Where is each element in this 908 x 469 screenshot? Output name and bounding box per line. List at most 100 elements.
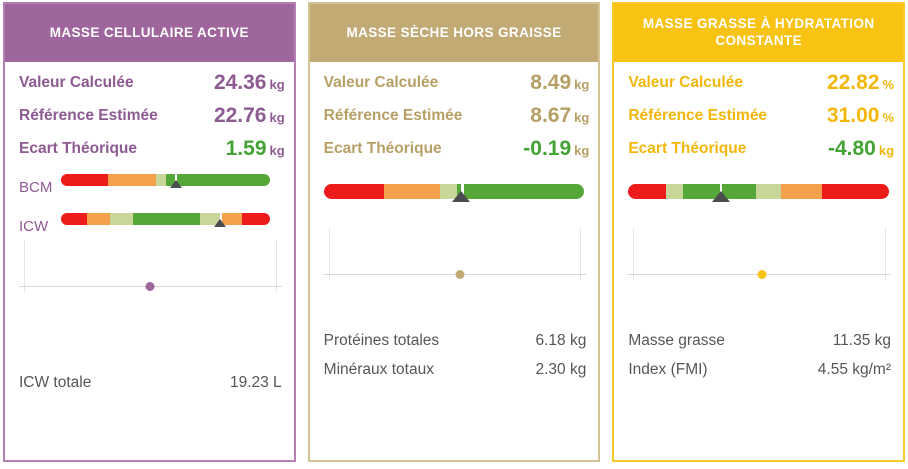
- stat-value: 22.76 kg: [214, 104, 285, 128]
- slider-end-tick: [885, 228, 887, 280]
- stat-number: 24.36: [213, 70, 267, 94]
- stat-label: Valeur Calculée: [628, 73, 743, 91]
- card-masse-grasse-hydratation-constante: MASSE GRASSE À HYDRATATION CONSTANTE Val…: [612, 2, 906, 462]
- stat-value: -0.19 kg: [523, 137, 589, 161]
- gauge-label-icw: ICW: [19, 217, 49, 235]
- slider-end-tick: [275, 240, 277, 292]
- stat-number: 31.00: [826, 103, 880, 127]
- card-title: MASSE CELLULAIRE ACTIVE: [5, 4, 294, 62]
- gauge-bcm: [61, 174, 270, 200]
- card-title: MASSE GRASSE À HYDRATATION CONSTANTE: [614, 4, 904, 62]
- stat-row-valeur-calculee: Valeur Calculée 8.49 kg: [310, 66, 599, 99]
- stat-label: Valeur Calculée: [19, 73, 134, 91]
- gauge-pointer-icon: [452, 191, 471, 202]
- stat-unit: %: [882, 109, 895, 125]
- bottom-rows: Masse grasse 11.35 kg Index (FMI) 4.55 k…: [614, 326, 903, 384]
- range-slider[interactable]: [19, 240, 282, 292]
- stat-value: -4.80 kg: [828, 137, 894, 161]
- slider-end-tick: [24, 240, 25, 292]
- gauge-bar: [628, 184, 889, 199]
- bottom-label: Index (FMI): [628, 360, 708, 378]
- gauges-block: [310, 184, 599, 210]
- bottom-rows: ICW totale 19.23 L: [5, 368, 294, 397]
- slider-end-tick: [328, 228, 330, 280]
- stat-number: 22.76: [213, 103, 267, 127]
- stat-unit: kg: [878, 142, 895, 158]
- stat-row-ecart-theorique: Ecart Théorique -4.80 kg: [614, 132, 903, 165]
- stat-unit: kg: [574, 142, 590, 158]
- slider-handle[interactable]: [145, 282, 155, 291]
- range-slider[interactable]: [323, 228, 587, 280]
- bottom-value: 11.35 kg: [832, 331, 892, 349]
- bottom-row-masse-grasse: Masse grasse 11.35 kg: [614, 326, 903, 355]
- stat-row-reference-estimee: Référence Estimée 8.67 kg: [310, 99, 599, 132]
- stat-value: 8.49 kg: [530, 71, 589, 95]
- stats-block: Valeur Calculée 24.36 kg Référence Estimé…: [5, 66, 294, 165]
- gauge-masse-seche: [323, 184, 585, 210]
- gauge-pointer-icon: [213, 219, 226, 227]
- bottom-row-proteines-totales: Protéines totales 6.18 kg: [310, 326, 599, 355]
- card-masse-seche-hors-graisse: MASSE SÈCHE HORS GRAISSE Valeur Calculée…: [307, 2, 601, 462]
- bottom-label: ICW totale: [19, 373, 92, 391]
- stat-label: Valeur Calculée: [323, 73, 439, 91]
- stat-unit: kg: [269, 76, 285, 92]
- bottom-row-mineraux-totaux: Minéraux totaux 2.30 kg: [310, 355, 599, 384]
- bottom-value: 2.30 kg: [535, 360, 587, 378]
- stat-row-valeur-calculee: Valeur Calculée 22.82%: [614, 66, 903, 99]
- gauge-pointer-icon: [169, 180, 182, 188]
- bottom-rows: Protéines totales 6.18 kg Minéraux totau…: [310, 326, 599, 384]
- range-slider[interactable]: [628, 228, 892, 280]
- stat-number: 22.82: [826, 70, 880, 94]
- stat-unit: kg: [574, 76, 590, 92]
- slider-handle[interactable]: [757, 270, 767, 279]
- bottom-value: 6.18 kg: [535, 331, 587, 349]
- gauge-bar: [61, 213, 270, 225]
- stat-number: -4.80: [827, 136, 876, 160]
- stat-unit: kg: [269, 142, 285, 158]
- stat-row-ecart-theorique: Ecart Théorique 1.59 kg: [5, 132, 294, 165]
- stat-number: 8.67: [530, 103, 572, 127]
- stat-row-reference-estimee: Référence Estimée 31.00%: [614, 99, 903, 132]
- bottom-value: 19.23 L: [229, 373, 282, 391]
- bottom-value: 4.55 kg/m²: [817, 360, 892, 378]
- stat-number: 8.49: [530, 70, 572, 94]
- stat-unit: kg: [269, 109, 285, 125]
- stat-value: 1.59 kg: [226, 137, 285, 161]
- stat-value: 31.00%: [827, 104, 894, 128]
- stat-row-ecart-theorique: Ecart Théorique -0.19 kg: [310, 132, 599, 165]
- bottom-label: Minéraux totaux: [323, 360, 434, 378]
- gauge-bar: [61, 174, 270, 186]
- stat-label: Ecart Théorique: [628, 139, 747, 157]
- gauge-row: [310, 184, 599, 210]
- stat-label: Référence Estimée: [323, 106, 463, 124]
- gauge-row-bcm: BCM: [5, 174, 294, 200]
- gauge-masse-grasse: [628, 184, 889, 210]
- gauge-bar: [323, 184, 585, 199]
- stat-label: Ecart Théorique: [323, 139, 442, 157]
- stats-block: Valeur Calculée 8.49 kg Référence Estimée…: [310, 66, 599, 165]
- bottom-row-icw-totale: ICW totale 19.23 L: [5, 368, 294, 397]
- bottom-label: Protéines totales: [323, 331, 440, 349]
- stat-value: 22.82%: [827, 71, 894, 95]
- stat-row-valeur-calculee: Valeur Calculée 24.36 kg: [5, 66, 294, 99]
- bottom-label: Masse grasse: [628, 331, 725, 349]
- slider-track: [323, 274, 587, 275]
- slider-handle[interactable]: [455, 270, 465, 279]
- gauges-block: BCM ICW: [5, 174, 294, 252]
- stat-number: 1.59: [225, 136, 267, 160]
- stat-row-reference-estimee: Référence Estimée 22.76 kg: [5, 99, 294, 132]
- stat-number: -0.19: [523, 136, 572, 160]
- stat-label: Référence Estimée: [19, 106, 158, 124]
- gauge-row-icw: ICW: [5, 213, 294, 239]
- stat-label: Référence Estimée: [628, 106, 768, 124]
- stat-value: 8.67 kg: [530, 104, 589, 128]
- card-masse-cellulaire-active: MASSE CELLULAIRE ACTIVE Valeur Calculée …: [3, 2, 296, 462]
- bottom-row-index-fmi: Index (FMI) 4.55 kg/m²: [614, 355, 903, 384]
- gauges-block: [614, 184, 903, 210]
- stats-block: Valeur Calculée 22.82% Référence Estimée…: [614, 66, 903, 165]
- stat-unit: kg: [574, 109, 590, 125]
- gauge-row: [614, 184, 903, 210]
- slider-end-tick: [580, 228, 582, 280]
- stat-unit: %: [882, 76, 895, 92]
